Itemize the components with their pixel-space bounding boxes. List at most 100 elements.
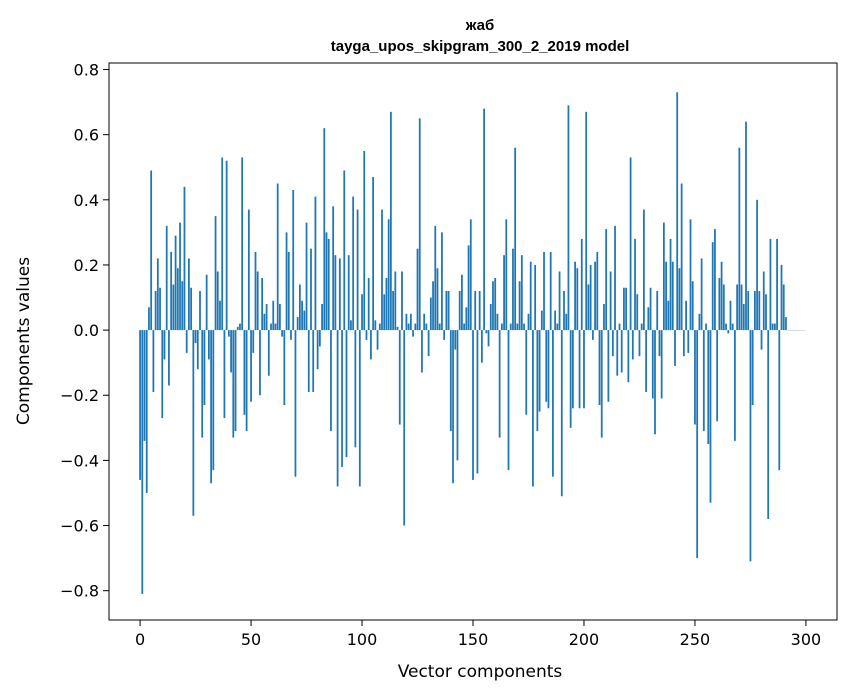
bar bbox=[265, 304, 268, 331]
bar bbox=[432, 281, 434, 331]
bar bbox=[638, 330, 641, 357]
bar bbox=[203, 330, 206, 406]
bar bbox=[691, 281, 694, 331]
bar bbox=[629, 157, 632, 331]
bar bbox=[694, 330, 696, 425]
bar bbox=[334, 255, 337, 331]
y-axis-label: Components values bbox=[14, 257, 34, 425]
bar bbox=[736, 284, 739, 331]
bar bbox=[516, 323, 519, 331]
bar bbox=[172, 284, 175, 331]
bar bbox=[323, 128, 326, 331]
chart-title: жаб bbox=[465, 17, 494, 34]
bar bbox=[469, 219, 472, 331]
bar bbox=[303, 310, 306, 331]
bar bbox=[594, 261, 596, 331]
bar bbox=[152, 330, 155, 392]
bar bbox=[412, 330, 414, 337]
bar bbox=[465, 307, 468, 331]
bar bbox=[401, 271, 403, 331]
bar bbox=[356, 209, 359, 331]
y-tick-label: −0.8 bbox=[60, 582, 99, 601]
bar bbox=[714, 229, 716, 331]
bar bbox=[558, 271, 561, 331]
bar bbox=[656, 291, 659, 331]
bar bbox=[778, 330, 781, 471]
bar bbox=[545, 330, 548, 402]
y-tick-label: 0.8 bbox=[74, 61, 99, 80]
bar bbox=[214, 216, 217, 331]
bar bbox=[285, 232, 288, 331]
bar bbox=[254, 251, 257, 331]
x-tick-label: 50 bbox=[241, 630, 261, 649]
bar bbox=[507, 330, 510, 471]
bar bbox=[374, 320, 377, 331]
bar bbox=[287, 251, 290, 331]
bar bbox=[716, 330, 719, 422]
bar bbox=[367, 277, 370, 331]
bar bbox=[580, 238, 583, 331]
bar bbox=[627, 330, 630, 383]
bar bbox=[256, 271, 259, 331]
bar bbox=[321, 304, 323, 331]
bar bbox=[185, 330, 188, 353]
bar bbox=[518, 281, 521, 331]
bar bbox=[245, 330, 248, 432]
bar bbox=[429, 297, 432, 331]
bar bbox=[199, 291, 201, 331]
bar bbox=[421, 330, 423, 373]
bar bbox=[438, 323, 441, 331]
x-tick-label: 300 bbox=[791, 630, 822, 649]
bar bbox=[780, 264, 783, 331]
bar bbox=[494, 277, 497, 331]
bar bbox=[219, 300, 221, 331]
bar bbox=[738, 147, 741, 331]
bar bbox=[512, 248, 514, 331]
bar bbox=[771, 323, 774, 331]
bar bbox=[174, 235, 177, 331]
bar bbox=[445, 291, 448, 331]
bar bbox=[569, 330, 572, 428]
bar bbox=[221, 157, 224, 331]
y-tick-label: 0.4 bbox=[74, 191, 99, 210]
bar bbox=[640, 323, 643, 331]
bar bbox=[181, 281, 184, 331]
bar bbox=[574, 261, 576, 331]
bar bbox=[689, 219, 692, 331]
bar bbox=[769, 238, 772, 331]
bar bbox=[676, 92, 679, 331]
bar bbox=[163, 330, 166, 360]
bar bbox=[625, 287, 628, 331]
bar bbox=[234, 330, 237, 432]
bar bbox=[259, 330, 261, 396]
bar bbox=[227, 330, 230, 337]
x-axis-label: Vector components bbox=[398, 662, 563, 682]
bar bbox=[139, 330, 141, 480]
x-axis-ticks: 0 50 100 150 200 250 300 bbox=[135, 620, 821, 649]
bar bbox=[749, 330, 752, 562]
bar bbox=[538, 330, 541, 412]
bar bbox=[150, 170, 153, 331]
bar bbox=[478, 291, 481, 331]
bar bbox=[296, 317, 299, 331]
bar bbox=[241, 157, 244, 331]
bar bbox=[603, 304, 605, 331]
bar bbox=[381, 209, 383, 331]
bar bbox=[354, 330, 357, 448]
bar bbox=[745, 121, 747, 331]
bar bbox=[168, 330, 170, 386]
bar bbox=[389, 111, 392, 331]
bar bbox=[365, 330, 368, 340]
bar bbox=[170, 251, 173, 331]
bar bbox=[159, 287, 161, 331]
bar bbox=[767, 330, 770, 520]
bar bbox=[188, 258, 190, 331]
bar bbox=[483, 108, 485, 331]
bar bbox=[631, 330, 634, 360]
bar bbox=[418, 118, 421, 331]
bar bbox=[782, 284, 785, 331]
bar bbox=[243, 330, 246, 415]
bar bbox=[350, 320, 352, 331]
bar bbox=[540, 310, 543, 331]
x-tick-label: 200 bbox=[569, 630, 600, 649]
